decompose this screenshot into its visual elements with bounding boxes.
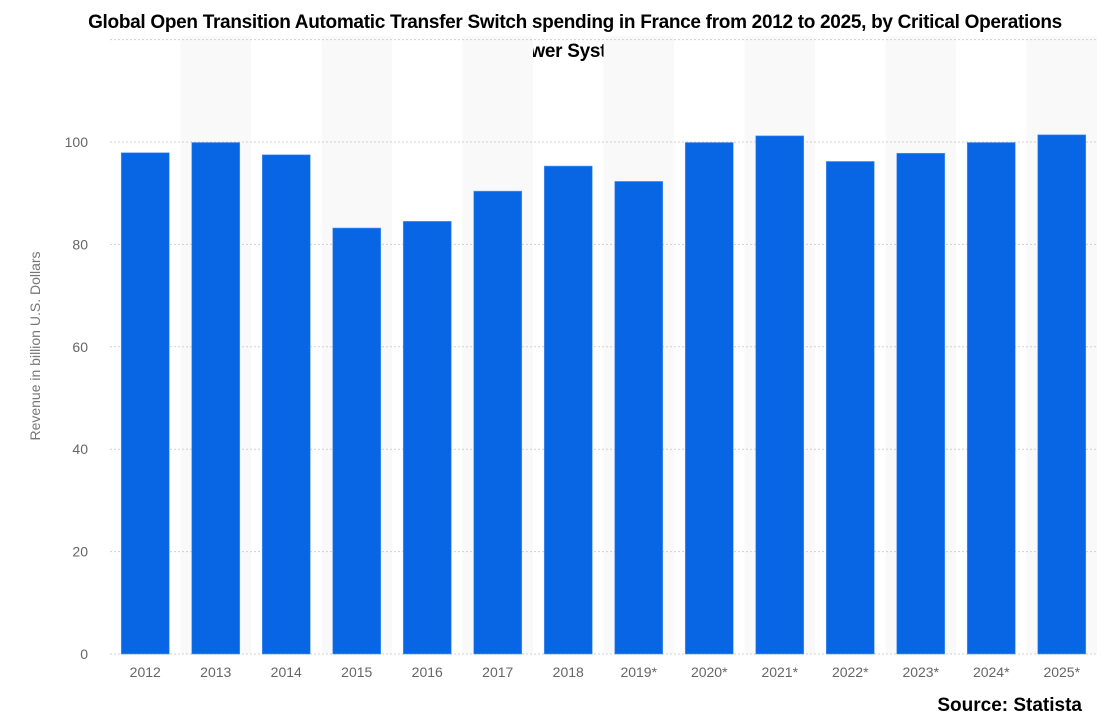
bar-2025* (1037, 134, 1087, 655)
bar-2019* (614, 181, 664, 655)
x-tick-label: 2024* (973, 664, 1010, 680)
bar-2023* (896, 152, 946, 655)
y-tick-label: 80 (72, 236, 88, 252)
x-tick-label: 2018 (553, 664, 584, 680)
x-tick-label: 2020* (691, 664, 728, 680)
bar-2017 (473, 190, 523, 655)
y-tick-label: 0 (80, 646, 88, 662)
bar-2022* (825, 161, 875, 655)
x-tick-label: 2012 (130, 664, 161, 680)
bar-2021* (755, 135, 805, 655)
x-tick-label: 2016 (412, 664, 443, 680)
y-tick-label: 40 (72, 441, 88, 457)
bar-2015 (332, 227, 382, 655)
y-tick-label: 100 (65, 134, 89, 150)
x-tick-label: 2019* (620, 664, 657, 680)
bar-2020* (684, 142, 734, 655)
x-tick-label: 2023* (902, 664, 939, 680)
bar-2018 (543, 165, 593, 655)
y-tick-label: 20 (72, 544, 88, 560)
x-tick-label: 2025* (1043, 664, 1080, 680)
x-tick-label: 2014 (271, 664, 302, 680)
y-axis-label: Revenue in billion U.S. Dollars (27, 251, 43, 441)
x-tick-label: 2017 (482, 664, 513, 680)
y-tick-label: 60 (72, 339, 88, 355)
bar-2014 (261, 154, 311, 655)
bar-2012 (120, 152, 170, 655)
source-label: Source: Statista (937, 695, 1082, 716)
bar-2016 (402, 221, 452, 655)
x-tick-label: 2013 (200, 664, 231, 680)
x-tick-label: 2015 (341, 664, 372, 680)
x-tick-label: 2022* (832, 664, 869, 680)
x-tick-label: 2021* (761, 664, 798, 680)
bar-2024* (966, 142, 1016, 655)
bar-2013 (191, 142, 241, 655)
